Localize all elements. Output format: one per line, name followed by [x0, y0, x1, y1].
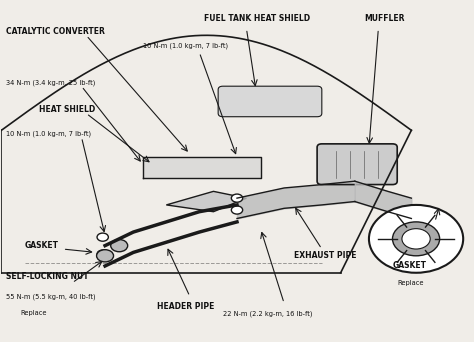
Circle shape: [369, 205, 463, 273]
Circle shape: [231, 194, 243, 202]
Text: Replace: Replace: [397, 280, 424, 286]
Text: 55 N-m (5.5 kg-m, 40 lb-ft): 55 N-m (5.5 kg-m, 40 lb-ft): [6, 293, 96, 300]
Text: GASKET: GASKET: [25, 241, 59, 250]
Text: HEADER PIPE: HEADER PIPE: [157, 302, 214, 311]
Circle shape: [231, 206, 243, 214]
Circle shape: [402, 229, 430, 249]
Circle shape: [97, 233, 109, 241]
Circle shape: [111, 239, 128, 252]
Polygon shape: [143, 157, 261, 178]
Text: 22 N-m (2.2 kg-m, 16 lb-ft): 22 N-m (2.2 kg-m, 16 lb-ft): [223, 310, 312, 317]
Text: GASKET: GASKET: [392, 262, 427, 271]
Circle shape: [392, 222, 439, 256]
Text: 34 N-m (3.4 kg-m, 25 lb-ft): 34 N-m (3.4 kg-m, 25 lb-ft): [6, 80, 95, 86]
FancyBboxPatch shape: [218, 86, 322, 117]
Text: 10 N-m (1.0 kg-m, 7 lb-ft): 10 N-m (1.0 kg-m, 7 lb-ft): [143, 42, 228, 49]
Text: Replace: Replace: [20, 311, 47, 316]
Circle shape: [97, 250, 114, 262]
Text: MUFFLER: MUFFLER: [364, 14, 405, 23]
Text: EXHAUST PIPE: EXHAUST PIPE: [293, 251, 356, 260]
Text: CATALYTIC CONVERTER: CATALYTIC CONVERTER: [6, 27, 105, 36]
Polygon shape: [166, 192, 246, 212]
Text: 10 N-m (1.0 kg-m, 7 lb-ft): 10 N-m (1.0 kg-m, 7 lb-ft): [6, 130, 91, 137]
Text: FUEL TANK HEAT SHIELD: FUEL TANK HEAT SHIELD: [204, 14, 310, 23]
FancyBboxPatch shape: [317, 144, 397, 185]
Text: SELF-LOCKING NUT: SELF-LOCKING NUT: [6, 272, 89, 281]
Text: HEAT SHIELD: HEAT SHIELD: [39, 105, 95, 115]
Circle shape: [97, 250, 109, 258]
